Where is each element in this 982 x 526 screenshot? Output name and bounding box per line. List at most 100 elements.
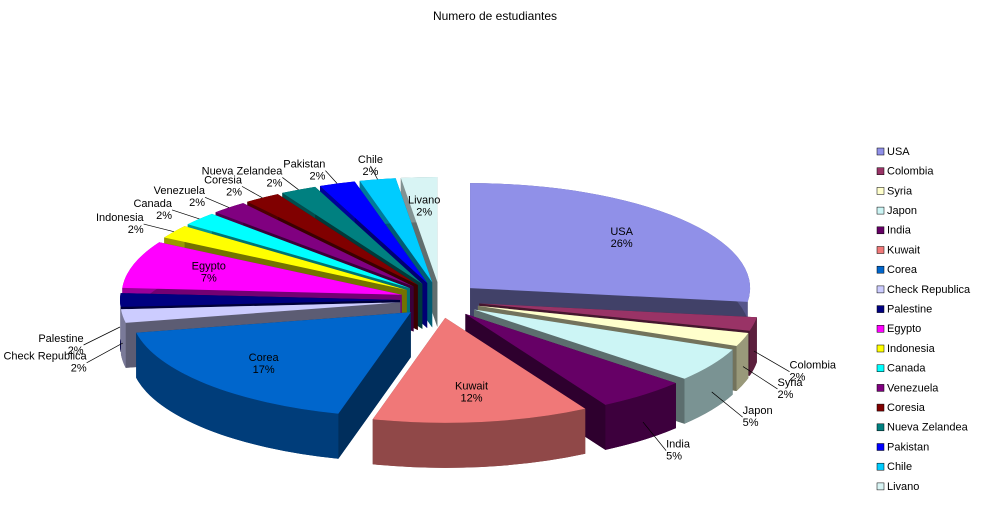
slice-top <box>372 317 586 423</box>
slice-top <box>465 313 676 405</box>
legend-label: Egypto <box>887 323 921 335</box>
legend-swatch <box>876 226 885 235</box>
legend-label: Syria <box>887 185 913 197</box>
legend-swatch <box>876 265 885 274</box>
legend-label: Livano <box>887 481 919 493</box>
data-label: 2% <box>790 372 806 384</box>
slice-top <box>479 303 757 331</box>
slice-top <box>120 293 401 307</box>
data-label: 2% <box>777 389 793 401</box>
data-label-name: Livano <box>408 195 440 207</box>
legend-label: Coresia <box>887 402 926 414</box>
data-label: 2% <box>68 345 84 357</box>
data-label-name: Japon <box>743 405 773 417</box>
legend-label: India <box>887 225 912 237</box>
legend-swatch <box>876 285 885 294</box>
data-label: 12% <box>461 393 483 405</box>
legend-swatch <box>876 167 885 175</box>
slice-wall <box>136 332 339 459</box>
legend-label: Pakistan <box>887 441 929 453</box>
legend-swatch <box>876 344 885 353</box>
data-label: 2% <box>266 177 282 189</box>
data-label: 26% <box>611 238 633 250</box>
legend-label: Colombia <box>887 166 934 178</box>
slice-top <box>164 226 407 290</box>
legend-swatch <box>876 206 885 215</box>
legend-label: Chile <box>887 461 912 473</box>
data-label-name: Nueva Zelandea <box>202 165 284 177</box>
legend-label: Venezuela <box>887 382 939 394</box>
data-label-name: Kuwait <box>455 381 488 393</box>
data-label-name: Venezuela <box>154 185 206 197</box>
slice-top <box>187 213 410 289</box>
slice-wall <box>120 309 126 368</box>
legend: USA Colombia Syria Japon India Kuwait Corea Che… <box>876 146 971 493</box>
legend-swatch <box>876 403 885 412</box>
leader-line <box>742 366 778 390</box>
leader-line <box>86 342 123 364</box>
data-label-name: Colombia <box>790 360 837 372</box>
data-label: 2% <box>226 186 242 198</box>
slice-top <box>122 242 402 295</box>
data-label: 17% <box>253 364 275 376</box>
slice-wall <box>749 317 757 376</box>
data-label-name: Egypto <box>192 261 226 273</box>
data-label: 2% <box>363 166 379 178</box>
slice-wall <box>372 408 586 468</box>
data-label: 2% <box>310 171 326 183</box>
data-label-name: India <box>666 439 691 451</box>
slice-top <box>215 203 414 287</box>
leader-line <box>241 186 263 199</box>
legend-label: Palestine <box>887 304 932 316</box>
data-label-name: Palestine <box>38 333 83 345</box>
slice-top <box>247 194 418 286</box>
legend-swatch <box>876 423 885 432</box>
data-label-name: USA <box>610 226 633 238</box>
data-label: 5% <box>666 451 682 463</box>
leader-line <box>325 170 338 184</box>
slice-top <box>282 186 423 284</box>
data-label: 2% <box>189 197 205 209</box>
leader-line <box>143 223 175 233</box>
data-label: 5% <box>743 417 759 429</box>
slice <box>136 312 411 459</box>
legend-label: Nueva Zelandea <box>887 422 969 434</box>
slice-top <box>470 183 751 302</box>
legend-swatch <box>876 384 885 392</box>
legend-swatch <box>876 364 885 372</box>
data-label-name: Pakistan <box>283 159 325 171</box>
data-label-name: Chile <box>358 154 383 166</box>
slice <box>372 317 586 468</box>
leader-line <box>171 209 200 220</box>
slice-top <box>473 309 733 379</box>
leader-line <box>282 177 299 190</box>
leader-line <box>753 350 790 372</box>
slice-wall <box>684 349 733 424</box>
chart-title: Numero de estudiantes <box>433 9 557 23</box>
slice-top <box>359 178 433 283</box>
data-label-name: Canada <box>133 198 172 210</box>
slice-top <box>400 177 438 283</box>
legend-swatch <box>876 305 885 313</box>
legend-swatch <box>876 443 885 451</box>
slice-top <box>477 305 749 346</box>
data-label-name: Indonesia <box>96 212 145 224</box>
legend-swatch <box>876 325 885 333</box>
leader-line <box>83 326 121 346</box>
leader-line <box>204 196 230 208</box>
data-label-name: Coresia <box>204 174 243 186</box>
slice-top <box>136 312 411 414</box>
legend-label: Check Republica <box>887 284 971 296</box>
legend-swatch <box>876 187 885 195</box>
legend-swatch <box>876 246 885 254</box>
data-label: 2% <box>128 224 144 236</box>
legend-label: USA <box>887 146 910 158</box>
legend-swatch <box>876 147 885 156</box>
leader-line <box>370 165 378 180</box>
data-label-name: Check Republica <box>3 351 87 363</box>
legend-swatch <box>876 482 885 491</box>
data-label: 2% <box>71 363 87 375</box>
data-label: 2% <box>416 207 432 219</box>
leader-line <box>642 421 667 451</box>
